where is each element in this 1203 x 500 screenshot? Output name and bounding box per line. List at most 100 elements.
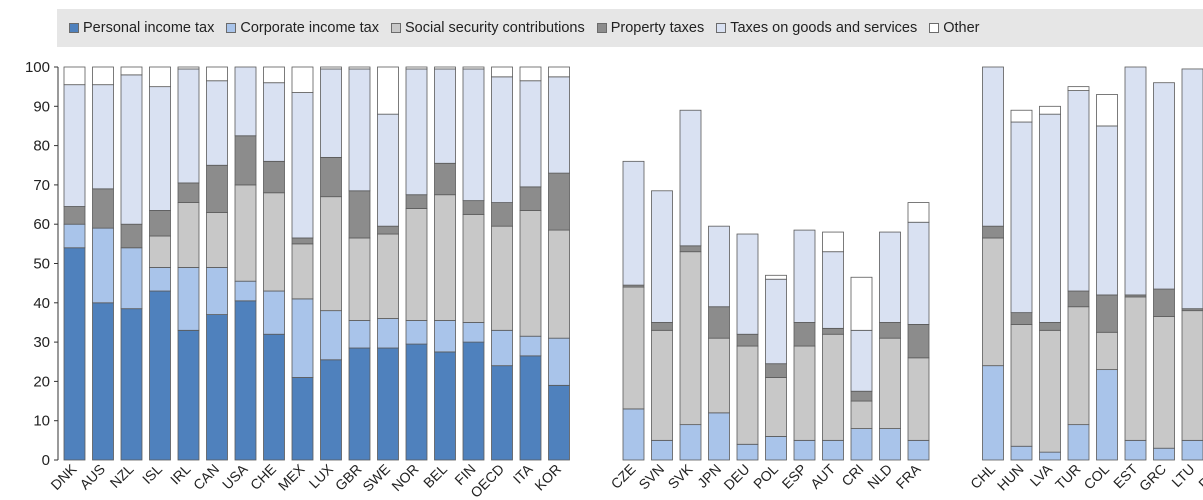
bar-segment-chl-2 (982, 237, 1004, 367)
x-tick-label-nor: NOR (388, 461, 421, 494)
bar-segment-swe-3 (377, 225, 399, 235)
bar-segment-can-3 (206, 164, 228, 213)
bar-segment-nld-4 (879, 231, 901, 323)
bar-segment-gbr-3 (348, 190, 371, 239)
bar-segment-chl-3 (982, 225, 1004, 239)
x-tick-label-nzl: NZL (107, 461, 137, 491)
bar-segment-isl-5 (149, 66, 171, 88)
bar-segment-pol-1 (765, 436, 787, 461)
bar-segment-bel-5 (434, 66, 456, 70)
bar-segment-ita-3 (519, 186, 542, 211)
x-tick-label-swe: SWE (359, 461, 393, 495)
bar-segment-che-2 (263, 192, 285, 292)
bar-segment-svk-4 (679, 109, 702, 247)
bar-segment-col-4 (1096, 125, 1118, 296)
bar-segment-can-4 (206, 80, 228, 166)
bar-segment-che-1 (263, 290, 285, 335)
x-tick-label-nld: NLD (864, 461, 895, 492)
bar-segment-cri-1 (850, 428, 873, 461)
bar-segment-fin-3 (462, 200, 485, 215)
bar-segment-aut-3 (822, 327, 844, 335)
y-tick-label: 60 (33, 216, 50, 233)
bar-segment-ita-4 (519, 80, 542, 188)
bar-segment-fra-1 (907, 439, 930, 461)
bar-segment-svk-2 (679, 251, 702, 426)
bar-segment-isl-4 (149, 86, 171, 211)
x-tick-label-gbr: GBR (332, 461, 365, 494)
bar-segment-fra-2 (907, 357, 930, 441)
bar-segment-fin-5 (462, 66, 485, 70)
bar-segment-mex-5 (291, 66, 314, 93)
bar-segment-mex-1 (291, 298, 314, 378)
bar-segment-col-3 (1096, 294, 1118, 333)
bar-segment-lva-1 (1039, 451, 1061, 461)
bar-segment-ita-1 (519, 335, 542, 357)
bar-segment-hun-5 (1010, 109, 1033, 123)
bar-segment-col-5 (1096, 94, 1118, 127)
bar-segment-svn-4 (651, 190, 673, 323)
legend-item-corporate-income-tax: Corporate income tax (226, 20, 379, 36)
bar-segment-est-4 (1124, 66, 1147, 296)
x-tick-label-can: CAN (190, 461, 222, 493)
bar-segment-cze-2 (622, 286, 645, 410)
bar-segment-esp-2 (793, 345, 816, 441)
bar-segment-dnk-1 (63, 223, 86, 249)
y-tick-label: 30 (33, 334, 50, 351)
x-tick-label-aus: AUS (76, 461, 108, 493)
bar-segment-nor-1 (405, 320, 428, 345)
bar-segment-cri-3 (850, 390, 873, 402)
y-tick-label: 50 (33, 256, 50, 273)
bar-segment-deu-1 (736, 443, 759, 461)
bar-segment-cri-4 (850, 329, 873, 392)
bar-segment-fin-1 (462, 322, 485, 343)
bar-segment-nzl-1 (120, 247, 143, 310)
bar-segment-nzl-4 (120, 74, 143, 225)
bar-segment-bel-3 (434, 162, 456, 196)
bar-segment-esp-1 (793, 439, 816, 461)
bar-segment-fin-4 (462, 68, 485, 202)
x-tick-label-esp: ESP (778, 461, 809, 492)
bar-segment-pol-2 (765, 377, 787, 437)
bar-segment-nld-3 (879, 322, 901, 339)
bar-segment-jpn-3 (708, 306, 730, 339)
bar-segment-svn-2 (651, 329, 673, 441)
x-tick-label-lva: LVA (1027, 460, 1056, 489)
bar-segment-tur-1 (1067, 424, 1090, 461)
bar-segment-bel-1 (434, 320, 456, 353)
legend-label: Taxes on goods and services (730, 20, 918, 36)
x-tick-label-irl: IRL (167, 461, 194, 488)
y-tick-label: 0 (42, 452, 50, 469)
legend-item-personal-income-tax: Personal income tax (69, 20, 214, 36)
bar-segment-swe-1 (377, 318, 399, 349)
bar-segment-lux-2 (320, 196, 342, 312)
bar-segment-aus-4 (92, 84, 114, 190)
bar-segment-kor-1 (548, 337, 570, 386)
x-tick-label-usa: USA (219, 460, 251, 492)
bar-segment-hun-2 (1010, 324, 1033, 447)
legend-label: Property taxes (610, 20, 705, 36)
bar-segment-nzl-0 (120, 308, 143, 461)
bar-segment-est-1 (1124, 439, 1147, 461)
bar-segment-lux-1 (320, 310, 342, 361)
x-tick-label-bel: BEL (420, 461, 450, 491)
bar-segment-fra-5 (907, 202, 930, 223)
legend-item-goods-services: Taxes on goods and services (716, 20, 917, 36)
bar-segment-aut-1 (822, 439, 844, 461)
bar-segment-aus-1 (92, 227, 114, 304)
bar-segment-lux-3 (320, 156, 342, 198)
bar-segment-dnk-5 (63, 66, 86, 86)
bar-segment-oecd-1 (491, 329, 513, 367)
legend-swatch-corporate-income-tax (226, 23, 237, 33)
bar-segment-tur-4 (1067, 90, 1090, 292)
bar-segment-hun-4 (1010, 121, 1033, 314)
x-tick-label-svn: SVN (635, 461, 667, 493)
y-tick-label: 80 (33, 138, 50, 155)
bar-segment-svn-1 (651, 439, 673, 461)
bar-segment-grc-2 (1153, 316, 1175, 449)
bar-segment-isl-1 (149, 267, 171, 292)
x-tick-label-prt: PRT (1195, 460, 1203, 491)
bar-segment-tur-3 (1067, 290, 1090, 308)
bar-segment-usa-2 (234, 184, 257, 282)
bar-segment-isl-3 (149, 210, 171, 237)
bar-segment-can-1 (206, 267, 228, 315)
